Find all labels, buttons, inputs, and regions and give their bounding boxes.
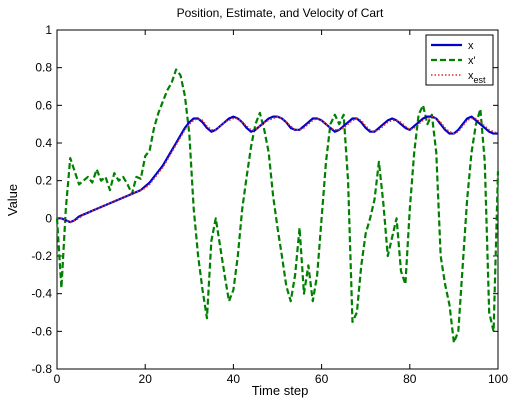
y-tick-label: -0.2 bbox=[31, 249, 52, 263]
y-axis-label: Value bbox=[5, 184, 20, 216]
y-tick-label: 1 bbox=[45, 23, 52, 37]
x-tick-label: 100 bbox=[488, 372, 508, 386]
y-tick-label: 0.8 bbox=[35, 61, 52, 75]
plot-area: 0 20 40 60 80 100 -0.8 -0.6 -0.4 -0.2 0 0.2 0.4 0.6 0.… bbox=[31, 23, 508, 386]
chart-title: Position, Estimate, and Velocity of Cart bbox=[177, 6, 384, 20]
y-tick-label: -0.4 bbox=[31, 287, 52, 301]
x-tick-label: 20 bbox=[139, 372, 153, 386]
x-axis-label: Time step bbox=[252, 383, 309, 398]
y-tick-label: -0.6 bbox=[31, 324, 52, 338]
x-tick-label: 0 bbox=[54, 372, 61, 386]
series-line-x-est bbox=[57, 115, 499, 223]
y-tick-label: 0.2 bbox=[35, 174, 52, 188]
legend-box bbox=[425, 34, 494, 86]
series-line-x- bbox=[55, 68, 500, 344]
legend-label-main: x bbox=[468, 40, 474, 52]
x-tick-label: 80 bbox=[403, 372, 417, 386]
legend-label: x bbox=[468, 40, 474, 52]
y-tick-label: 0.4 bbox=[35, 136, 52, 150]
legend-label-main: x' bbox=[468, 55, 476, 67]
x-tick-label: 40 bbox=[227, 372, 241, 386]
y-tick-label: 0 bbox=[45, 211, 52, 225]
x-tick-label: 60 bbox=[315, 372, 329, 386]
legend: xx'xest bbox=[425, 34, 494, 86]
legend-label: x' bbox=[468, 55, 476, 67]
legend-items: xx'xest bbox=[431, 40, 486, 85]
axis-ticks: 0 20 40 60 80 100 -0.8 -0.6 -0.4 -0.2 0 0.2 0.4 0.6 0.… bbox=[31, 23, 508, 386]
legend-label-subscript: est bbox=[474, 75, 487, 85]
y-tick-label: 0.6 bbox=[35, 98, 52, 112]
axes-box bbox=[56, 29, 499, 370]
series-group bbox=[55, 68, 500, 344]
y-tick-label: -0.8 bbox=[31, 362, 52, 376]
legend-label: xest bbox=[468, 70, 486, 85]
legend-label-main: x bbox=[468, 70, 474, 82]
